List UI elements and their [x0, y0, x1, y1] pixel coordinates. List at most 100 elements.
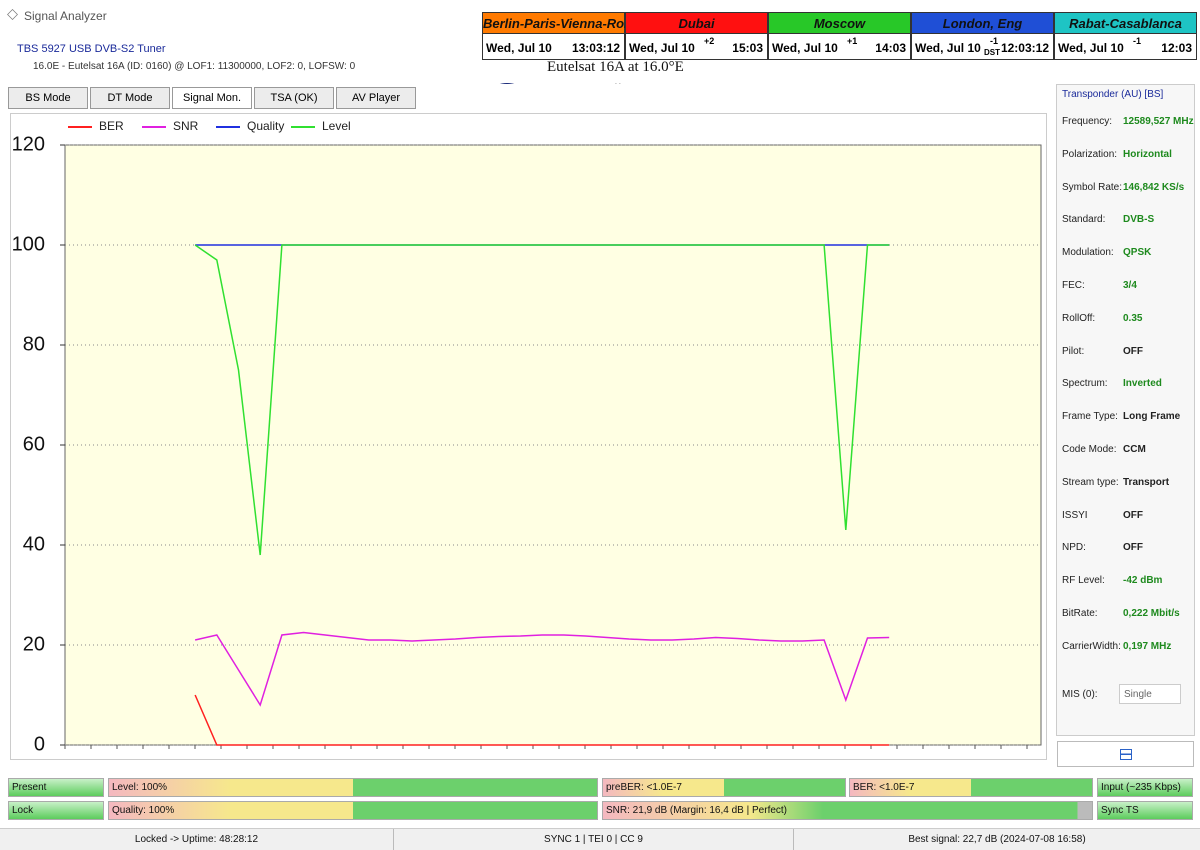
clock-time: 14:03 [875, 41, 906, 55]
tab[interactable]: AV Player [336, 87, 416, 109]
device-info: 16.0E - Eutelsat 16A (ID: 0160) @ LOF1: … [33, 61, 356, 72]
field-label: Frequency: [1062, 116, 1113, 127]
clock-date: Wed, Jul 10 [915, 41, 981, 55]
app-icon [7, 9, 18, 20]
field-value: -42 dBm [1123, 575, 1163, 587]
mis-value: Single [1124, 689, 1152, 700]
clock-offset: -1 [990, 36, 999, 46]
clock-date: Wed, Jul 10 [486, 41, 552, 55]
device-name: TBS 5927 USB DVB-S2 Tuner [17, 43, 166, 55]
clock-time: 13:03:12 [571, 41, 620, 55]
clock-name: Moscow [769, 13, 910, 34]
field-value: Inverted [1123, 378, 1162, 390]
field-value: QPSK [1123, 247, 1152, 259]
field-value: OFF [1123, 509, 1143, 521]
clock-offset: -1 [1133, 36, 1142, 46]
clock-offset: +1 [847, 36, 858, 46]
clock-time: 12:03:12 [1000, 41, 1049, 55]
field-value: 0,222 Mbit/s [1123, 608, 1180, 619]
field-label: BitRate: [1062, 608, 1098, 619]
field-label: Modulation: [1062, 247, 1114, 259]
field-label: Frame Type: [1062, 411, 1118, 423]
field-value: 146,842 KS/s [1123, 181, 1185, 193]
clock-time: 12:03 [1161, 41, 1192, 55]
status-cell: Level: 100% [108, 778, 598, 797]
chart: 0 20 40 60 80 100 120 BER SNR Quality Level [12, 119, 1080, 755]
chart-panel: 0 20 40 60 80 100 120 BER SNR Quality Level [10, 113, 1080, 760]
clock-name: Berlin-Paris-Vienna-Roma [483, 13, 643, 34]
series-line [194, 631, 890, 707]
status-text: Best signal: 22,7 dB (2024-07-08 16:58) [793, 829, 1200, 850]
clock: Moscow Wed, Jul 10 +1 14:03 [768, 12, 911, 60]
clock-note: DST [984, 48, 1000, 57]
y-tick-label: 40 [23, 533, 45, 555]
tab[interactable]: DT Mode [90, 87, 170, 109]
field-value: OFF [1123, 345, 1143, 357]
field-value: 0,197 MHz [1123, 640, 1172, 652]
field-label: Pilot: [1062, 345, 1085, 357]
series-line [194, 244, 890, 556]
field-label: Stream type: [1062, 476, 1119, 488]
clock-time: 15:03 [732, 41, 763, 55]
y-tick-label: 60 [23, 433, 45, 455]
y-tick-label: 80 [23, 333, 45, 355]
field-value: 0.35 [1123, 312, 1143, 324]
status-text: Locked -> Uptime: 48:28:12 [134, 834, 259, 845]
clock: Berlin-Paris-Vienna-Roma Wed, Jul 10 13:03… [482, 12, 643, 60]
panel-button[interactable] [1057, 741, 1194, 767]
field-value: Long Frame [1123, 411, 1181, 423]
button-icon [1120, 749, 1132, 760]
legend-label: Quality [247, 119, 284, 133]
status-cell: BER: <1.0E-7 [849, 778, 1093, 797]
status-text: SYNC 1 | TEI 0 | CC 9 [393, 829, 793, 850]
field-value: OFF [1123, 542, 1143, 554]
status-bar: Locked -> Uptime: 48:28:12 SYNC 1 | TEI 0… [0, 828, 1200, 850]
field-label: Standard: [1062, 214, 1106, 226]
field-value: DVB-S [1123, 214, 1155, 226]
clock: London, Eng Wed, Jul 10 -1 DST 12:03:12 [911, 12, 1054, 60]
field-label: Spectrum: [1062, 378, 1108, 390]
series-line [194, 694, 890, 746]
field-value: CCM [1123, 444, 1146, 455]
tab[interactable]: TSA (OK) [254, 87, 334, 109]
status-cell: Quality: 100% [108, 801, 598, 820]
panel-title: Transponder (AU) [BS] [1062, 89, 1164, 100]
clock: Dubai Wed, Jul 10 +2 15:03 [625, 12, 768, 60]
status-cell: SNR: 21,9 dB (Margin: 16,4 dB | Perfect) [602, 801, 1093, 820]
field-label: RollOff: [1062, 312, 1096, 324]
field-label: Code Mode: [1062, 444, 1117, 455]
field-label: CarrierWidth: [1062, 640, 1121, 652]
field-label: Symbol Rate: [1062, 181, 1123, 193]
transponder-panel: Transponder (AU) [BS] Frequency: 12589,527… [1056, 84, 1195, 736]
field-value: 3/4 [1123, 280, 1137, 291]
y-tick-label: 0 [34, 733, 45, 755]
clock-offset: +2 [704, 36, 715, 46]
overlay-line: Eutelsat 16A at 16.0°E [547, 59, 684, 75]
status-cell: Present [8, 778, 104, 797]
legend-label: Level [322, 119, 351, 133]
field-value: Horizontal [1123, 148, 1172, 160]
field-label: NPD: [1062, 542, 1086, 554]
clock-name: Dubai [626, 13, 767, 34]
field-label: Polarization: [1062, 148, 1118, 160]
field-label: RF Level: [1062, 575, 1105, 587]
field-label: MIS (0): [1062, 689, 1098, 700]
clock-date: Wed, Jul 10 [1058, 41, 1124, 55]
clock-date: Wed, Jul 10 [772, 41, 838, 55]
tab[interactable]: Signal Mon. [172, 87, 252, 109]
legend-label: SNR [173, 119, 199, 133]
status-cell: Lock [8, 801, 104, 820]
field-label: ISSYI [1062, 509, 1088, 521]
tab[interactable]: BS Mode [8, 87, 88, 109]
status-cell: preBER: <1.0E-7 [602, 778, 846, 797]
clock-name: London, Eng [912, 13, 1053, 34]
clock-name: Rabat-Casablanca [1055, 13, 1196, 34]
window-title: Signal Analyzer [24, 9, 107, 23]
y-tick-label: 120 [12, 133, 45, 155]
y-tick-label: 20 [23, 633, 45, 655]
legend-label: BER [99, 119, 124, 133]
mis-select[interactable]: Single [1119, 684, 1181, 704]
field-label: FEC: [1062, 280, 1085, 291]
field-value: Transport [1123, 476, 1170, 488]
